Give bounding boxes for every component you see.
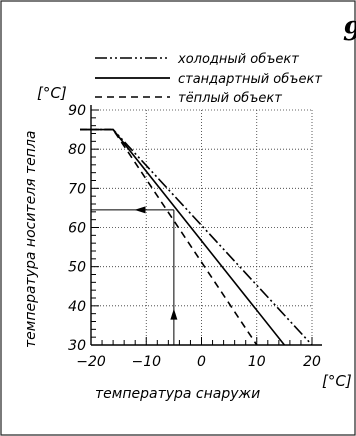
figure-number: 9 xyxy=(343,17,356,47)
y-tick-label: 40 xyxy=(68,299,86,315)
y-tick-label: 60 xyxy=(68,221,86,237)
y-tick-label: 50 xyxy=(68,260,86,276)
y-tick-label: 90 xyxy=(68,103,86,119)
x-tick-label: 20 xyxy=(303,354,321,370)
y-axis-title: температура носителя тепла xyxy=(23,131,39,348)
example-arrowhead-left xyxy=(134,206,146,214)
y-tick-label: 80 xyxy=(68,142,86,158)
y-tick-label: 70 xyxy=(68,181,86,197)
legend-label-warm: тёплый объект xyxy=(178,91,282,106)
series-line-warm xyxy=(80,128,258,346)
legend: холодный объект стандартный объект тёплы… xyxy=(95,52,322,106)
y-tick-label: 30 xyxy=(68,338,86,354)
x-tick-label: 10 xyxy=(248,354,266,370)
tick-labels: −20 −10 0 10 20 30 40 50 60 70 80 90 xyxy=(68,103,321,370)
legend-label-cold: холодный объект xyxy=(177,52,299,67)
x-tick-label: −10 xyxy=(131,354,161,370)
grid xyxy=(91,109,313,345)
x-tick-label: 0 xyxy=(197,354,206,370)
x-unit-label: [°C] xyxy=(322,372,352,390)
x-tick-label: −20 xyxy=(76,354,106,370)
y-unit-label: [°C] xyxy=(37,84,67,102)
x-axis-title: температура снаружи xyxy=(95,386,260,402)
example-arrows xyxy=(91,206,178,345)
legend-label-standard: стандартный объект xyxy=(178,72,322,87)
axes xyxy=(90,105,322,346)
example-arrowhead-up xyxy=(170,308,178,320)
